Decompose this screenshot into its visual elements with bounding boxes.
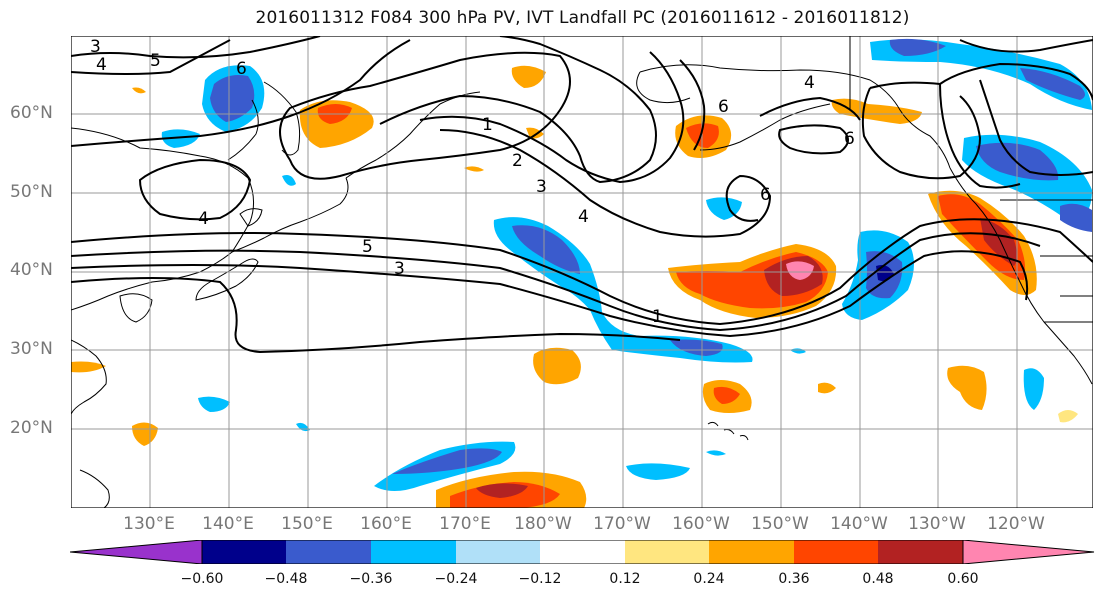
- colorbar-tick: 0.12: [609, 571, 641, 587]
- colorbar-segment: [70, 540, 203, 564]
- lon-label-140e: 140°E: [202, 514, 254, 534]
- lon-label-150e: 150°E: [281, 514, 333, 534]
- colorbar-tick: −0.12: [518, 571, 562, 587]
- contour-label: 5: [362, 237, 373, 257]
- colorbar-tick: −0.24: [434, 571, 478, 587]
- pv-contours: [71, 36, 1093, 354]
- contour-label: 6: [718, 97, 729, 117]
- lon-label-170e: 170°E: [439, 514, 491, 534]
- lon-label-150w: 150°W: [751, 514, 809, 534]
- contour-label: 6: [760, 185, 771, 205]
- lon-label-130w: 130°W: [908, 514, 966, 534]
- lat-label-40n: 40°N: [10, 260, 53, 280]
- lat-label-60n: 60°N: [10, 103, 53, 123]
- colorbar-segment: [794, 540, 878, 564]
- colorbar-segment: [202, 540, 286, 564]
- lon-label-120w: 120°W: [987, 514, 1045, 534]
- lon-label-160e: 160°E: [360, 514, 412, 534]
- contour-label: 4: [198, 209, 209, 229]
- coastlines: [71, 36, 1093, 508]
- colorbar-segment: [709, 540, 794, 564]
- contour-label: 3: [394, 259, 405, 279]
- contour-label: 6: [844, 129, 855, 149]
- contour-labels: 3 4 5 6 1 2 3 4 5 3 4 6 4 6 6 1: [90, 37, 855, 327]
- map-panel: 3 4 5 6 1 2 3 4 5 3 4 6 4 6 6 1: [71, 36, 1093, 508]
- colorbar: [70, 540, 1095, 564]
- colorbar-tick: 0.48: [862, 571, 894, 587]
- contour-label: 1: [482, 115, 493, 135]
- lon-label-160w: 160°W: [672, 514, 730, 534]
- contour-label: 3: [536, 177, 547, 197]
- contour-label: 2: [512, 151, 523, 171]
- lat-label-50n: 50°N: [10, 182, 53, 202]
- colorbar-segment: [878, 540, 963, 564]
- lon-label-140w: 140°W: [830, 514, 888, 534]
- contour-label: 6: [236, 59, 247, 79]
- ivt-anomaly-shading: [71, 38, 1092, 508]
- colorbar-tick: −0.60: [180, 571, 224, 587]
- lat-label-20n: 20°N: [10, 418, 53, 438]
- lon-label-180w: 180°W: [514, 514, 572, 534]
- colorbar-segment: [371, 540, 456, 564]
- colorbar-segment: [962, 540, 1095, 564]
- contour-label: 1: [652, 307, 663, 327]
- map-title: 2016011312 F084 300 hPa PV, IVT Landfall…: [255, 8, 910, 28]
- contour-label: 4: [804, 73, 815, 93]
- colorbar-segment: [540, 540, 625, 564]
- colorbar-tick: 0.24: [693, 571, 725, 587]
- lon-label-170w: 170°W: [593, 514, 651, 534]
- lon-label-130e: 130°E: [123, 514, 175, 534]
- contour-label: 4: [578, 207, 589, 227]
- lat-label-30n: 30°N: [10, 339, 53, 359]
- colorbar-tick: −0.48: [264, 571, 308, 587]
- contour-label: 5: [150, 51, 161, 71]
- colorbar-segment: [456, 540, 540, 564]
- contour-label: 3: [90, 37, 101, 57]
- colorbar-tick: 0.36: [778, 571, 810, 587]
- contour-label: 4: [96, 55, 107, 75]
- colorbar-segment: [286, 540, 371, 564]
- colorbar-segment: [625, 540, 709, 564]
- colorbar-tick: −0.36: [349, 571, 393, 587]
- colorbar-tick: 0.60: [947, 571, 979, 587]
